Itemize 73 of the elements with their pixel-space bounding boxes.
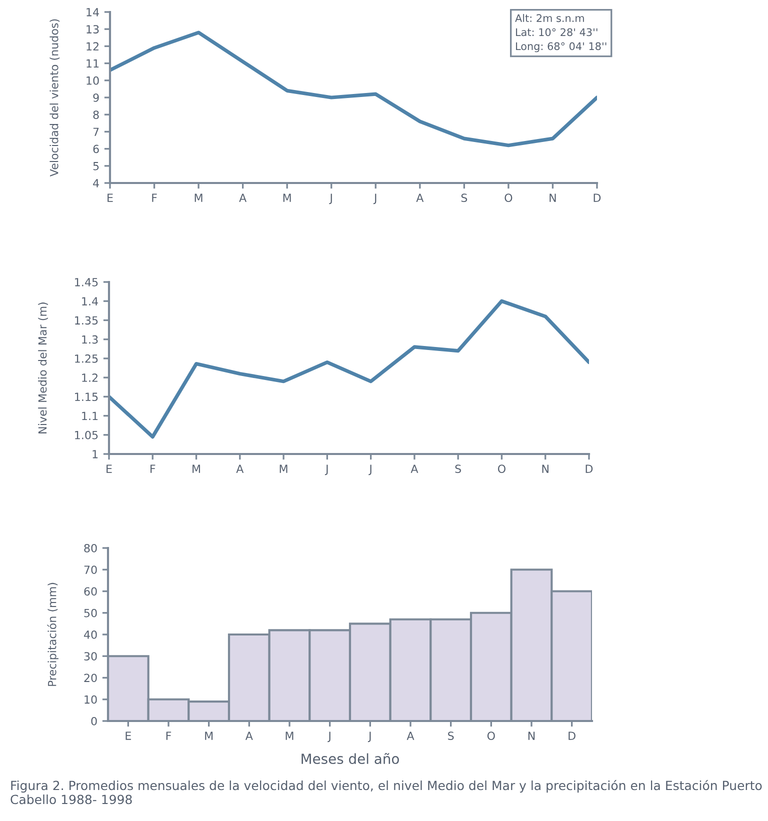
y-tick-label: 1.25 — [75, 354, 98, 363]
x-tick-label: N — [528, 732, 535, 740]
text: Figura 2. Promedios mensuales de la velocidad del viento, el nivel Medio del Mar y la precipitación en la Estación Puerto Cabello 1988- 1998 — [10, 780, 762, 804]
x-tick-label: S — [455, 464, 461, 474]
x-tick-label: J — [324, 464, 328, 476]
x-tick-label: J — [328, 732, 330, 742]
x-tick-label: F — [152, 194, 157, 202]
x-tick-label: N — [542, 464, 548, 473]
x-tick-label: M — [283, 194, 291, 202]
y-tick-label: 40 — [84, 630, 97, 639]
y-tick-label: 14 — [86, 8, 99, 16]
y-tick-label: 1.35 — [75, 316, 98, 325]
x-tick-label: D — [568, 732, 576, 740]
x-tick-label: A — [410, 464, 418, 473]
x-tick-label: S — [461, 194, 468, 202]
y-tick-label: 9 — [93, 93, 99, 102]
y-tick-label: 12 — [86, 42, 98, 50]
x-tick-label: J — [329, 194, 332, 204]
y-tick-label: 60 — [84, 587, 97, 596]
x-tick-label: O — [504, 194, 512, 202]
y-tick-label: 13 — [86, 25, 99, 34]
x-tick-label: N — [550, 194, 556, 202]
x-tick-label: D — [586, 464, 593, 473]
y-tick-label: 50 — [84, 608, 97, 618]
x-tick-label: M — [205, 732, 213, 740]
y-tick-label: 1.3 — [82, 335, 98, 344]
y-tick-label: 70 — [84, 566, 97, 574]
x-tick-label: D — [594, 194, 601, 202]
y-tick-label: 4 — [93, 179, 99, 188]
x-tick-label: O — [498, 464, 506, 474]
y-tick-label: 1.15 — [75, 392, 98, 402]
x-tick-label: E — [106, 464, 112, 473]
y-axis-title: Nivel Medio del Mar (m) — [38, 302, 48, 434]
y-tick-label: 7 — [93, 128, 99, 136]
y-tick-label: 10 — [86, 76, 99, 85]
y-tick-label: 1 — [92, 450, 98, 458]
x-tick-label: M — [280, 464, 288, 473]
x-tick-label: A — [416, 194, 424, 202]
x-tick-label: J — [368, 732, 371, 742]
line-series — [109, 299, 589, 439]
x-tick-label: A — [245, 732, 253, 740]
x-tick-label: E — [108, 194, 113, 202]
y-tick-label: 1.2 — [82, 374, 98, 382]
x-tick-label: A — [239, 194, 247, 202]
x-tick-label: O — [487, 732, 495, 740]
x-tick-label: A — [406, 732, 414, 740]
y-tick-label: 1.45 — [75, 278, 98, 286]
x-axis-title: Meses del año — [302, 753, 399, 764]
y-tick-label: 11 — [86, 59, 99, 68]
x-tick-label: F — [166, 732, 172, 740]
y-tick-label: 80 — [84, 544, 97, 552]
x-tick-label: F — [150, 464, 156, 473]
y-tick-label: 1.05 — [75, 430, 98, 440]
y-tick-label: 30 — [84, 652, 97, 661]
x-tick-label: M — [286, 732, 294, 740]
y-tick-label: 10 — [84, 695, 97, 704]
x-tick-label: A — [236, 464, 244, 473]
x-tick-label: J — [368, 464, 372, 476]
x-tick-label: S — [448, 732, 454, 740]
x-tick-label: J — [373, 194, 376, 204]
x-tick-label: E — [126, 732, 131, 740]
y-axis-title: Precipitación (mm) — [47, 582, 58, 686]
y-tick-label: 0 — [91, 716, 97, 726]
y-tick-label: 1.4 — [82, 297, 98, 306]
y-tick-label: 8 — [93, 110, 99, 119]
y-tick-label: 20 — [84, 674, 97, 682]
y-tick-label: 1.1 — [82, 412, 98, 420]
y-tick-label: 6 — [93, 144, 99, 154]
x-tick-label: M — [194, 194, 202, 202]
x-tick-label: M — [192, 464, 200, 473]
y-tick-label: 5 — [93, 162, 99, 170]
y-axis-title: Velocidad del viento (nudos) — [50, 19, 60, 177]
annotation: Alt: 2m s.n.m Lat: 10° 28' 43'' Long: 68° 04' 18'' — [515, 14, 606, 52]
